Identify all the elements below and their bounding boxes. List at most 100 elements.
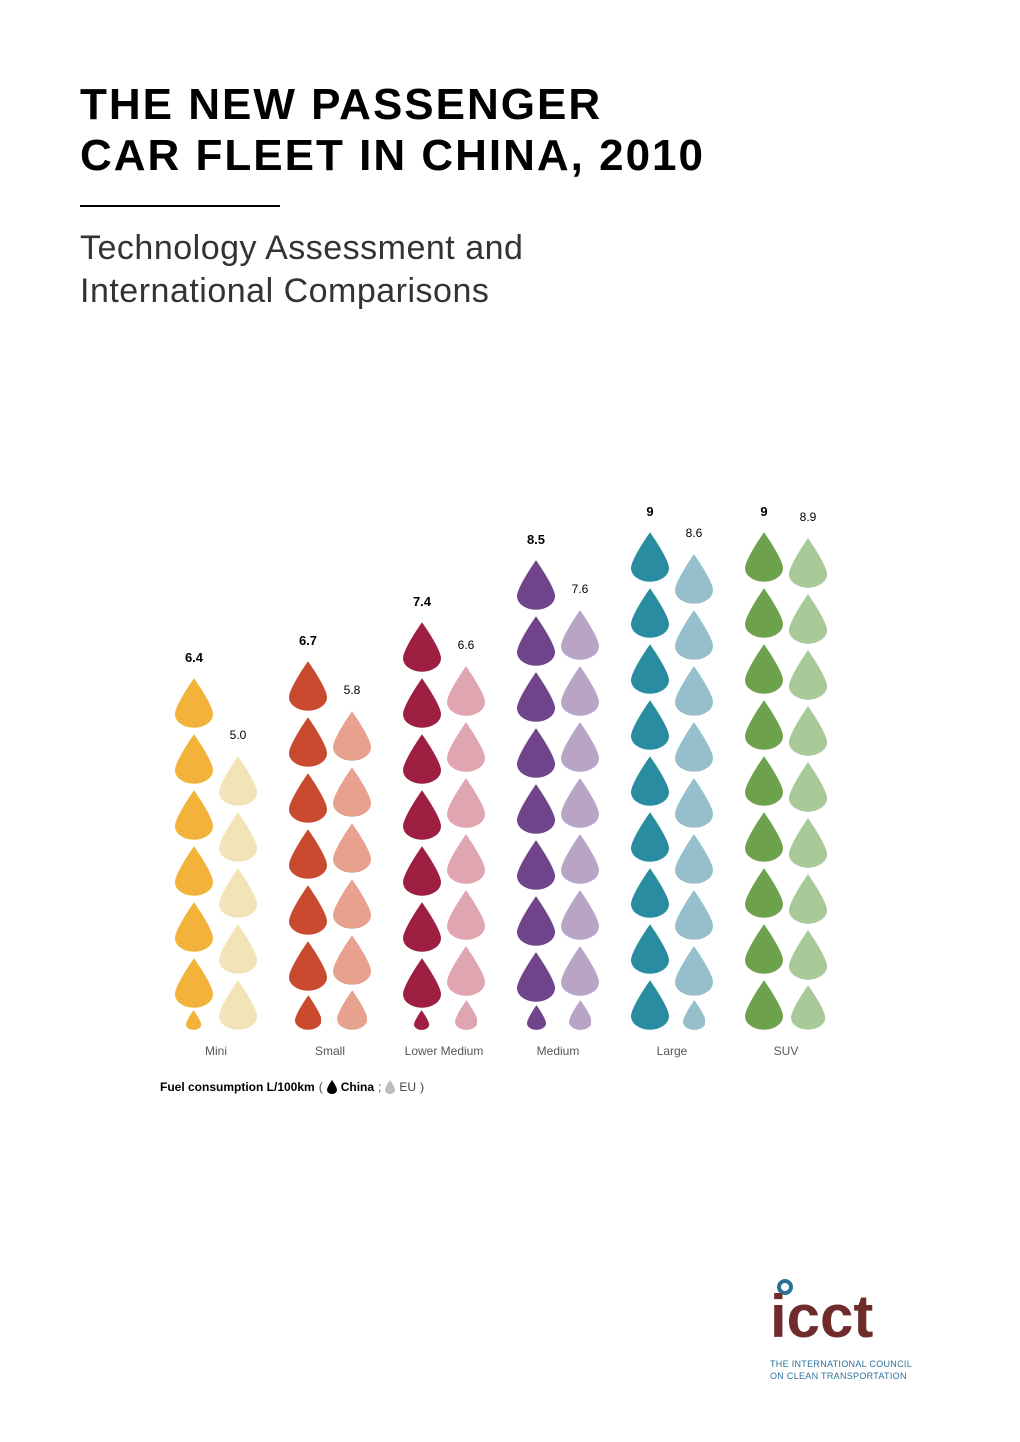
- drop-icon: [403, 622, 441, 672]
- drop-icon: [289, 773, 327, 823]
- drop-icon: [675, 778, 713, 828]
- icct-logo: icct THE INTERNATIONAL COUNCIL ON CLEAN …: [770, 1277, 940, 1382]
- drop-icon: [561, 946, 599, 996]
- legend-paren-open: (: [319, 1080, 323, 1094]
- eu-stack: 6.6: [447, 660, 485, 1030]
- drop-icon: [219, 812, 257, 862]
- chart-column: 7.4 6.6: [388, 616, 500, 1030]
- chart-column: 6.7 5.8: [274, 655, 386, 1030]
- drop-icon: [403, 902, 441, 952]
- drop-icon: [789, 538, 827, 588]
- drop-icon: [219, 924, 257, 974]
- drop-icon: [789, 650, 827, 700]
- category-label: Small: [274, 1044, 386, 1058]
- drop-icon: [527, 1005, 546, 1030]
- drop-icon: [517, 784, 555, 834]
- value-label: 7.4: [413, 594, 431, 609]
- drop-icon: [745, 756, 783, 806]
- drop-icon: [517, 896, 555, 946]
- drop-icon: [561, 722, 599, 772]
- svg-text:icct: icct: [770, 1283, 873, 1347]
- drop-icon: [517, 728, 555, 778]
- drop-icon: [447, 890, 485, 940]
- category-label: Mini: [160, 1044, 272, 1058]
- drop-icon: [186, 1010, 201, 1030]
- drop-icon: [745, 700, 783, 750]
- value-label: 6.4: [185, 650, 203, 665]
- drop-icon: [561, 610, 599, 660]
- drop-icon: [789, 706, 827, 756]
- china-stack: 9: [631, 526, 669, 1030]
- drop-icon: [295, 995, 322, 1030]
- logo-text-line-1: THE INTERNATIONAL COUNCIL: [770, 1359, 912, 1369]
- page-subtitle: Technology Assessment and International …: [80, 227, 940, 312]
- eu-stack: 8.9: [789, 532, 827, 1030]
- category-label: Medium: [502, 1044, 614, 1058]
- drop-icon: [745, 924, 783, 974]
- drop-icon: [675, 946, 713, 996]
- drop-icon: [175, 846, 213, 896]
- value-label: 6.7: [299, 633, 317, 648]
- chart-legend: Fuel consumption L/100km ( China ; EU ): [160, 1080, 424, 1094]
- drop-icon: [631, 868, 669, 918]
- legend-paren-close: ): [420, 1080, 424, 1094]
- drop-icon: [745, 532, 783, 582]
- drop-icon: [175, 678, 213, 728]
- drop-icon: [333, 879, 371, 929]
- chart-column: 9 8.6: [616, 526, 728, 1030]
- drop-icon: [631, 532, 669, 582]
- drop-icon: [631, 644, 669, 694]
- legend-title: Fuel consumption L/100km: [160, 1080, 315, 1094]
- drop-icon: [333, 767, 371, 817]
- chart-column: 6.4 5.0: [160, 672, 272, 1030]
- drop-icon: [789, 594, 827, 644]
- drop-icon: [403, 790, 441, 840]
- drop-icon: [289, 829, 327, 879]
- china-stack: 8.5: [517, 554, 555, 1030]
- category-label: Lower Medium: [388, 1044, 500, 1058]
- drop-icon: [631, 700, 669, 750]
- drop-icon: [517, 840, 555, 890]
- drop-icon: [455, 1000, 478, 1030]
- drop-icon: [289, 885, 327, 935]
- drop-icon: [447, 946, 485, 996]
- chart-column: 9 8.9: [730, 526, 842, 1030]
- value-label: 8.6: [686, 526, 703, 540]
- subtitle-line-2: International Comparisons: [80, 272, 489, 310]
- drop-icon: [447, 722, 485, 772]
- drop-icon: [219, 756, 257, 806]
- drop-icon: [683, 1000, 706, 1030]
- value-label: 8.9: [800, 510, 817, 524]
- drop-icon: [403, 678, 441, 728]
- drop-icon: [517, 616, 555, 666]
- drop-icon: [219, 980, 257, 1030]
- drop-icon: [745, 980, 783, 1030]
- drop-icon: [561, 666, 599, 716]
- value-label: 6.6: [458, 638, 475, 652]
- fuel-consumption-chart: 6.4 5.0: [160, 430, 860, 1030]
- drop-icon: [675, 722, 713, 772]
- title-line-2: CAR FLEET IN CHINA, 2010: [80, 131, 705, 180]
- drop-icon: [561, 890, 599, 940]
- drop-icon: [517, 672, 555, 722]
- china-stack: 7.4: [403, 616, 441, 1030]
- drop-icon: [745, 868, 783, 918]
- drop-icon: [289, 661, 327, 711]
- subtitle-line-1: Technology Assessment and: [80, 229, 523, 267]
- value-label: 7.6: [572, 582, 589, 596]
- drop-icon: [175, 958, 213, 1008]
- drop-icon: [447, 778, 485, 828]
- drop-icon: [789, 874, 827, 924]
- drop-icon: [631, 812, 669, 862]
- drop-icon: [631, 924, 669, 974]
- chart-column: 8.5 7.6: [502, 554, 614, 1030]
- value-label: 8.5: [527, 532, 545, 547]
- china-stack: 6.7: [289, 655, 327, 1030]
- drop-icon: [447, 666, 485, 716]
- drop-icon: [675, 554, 713, 604]
- drop-icon: [289, 941, 327, 991]
- drop-icon: [385, 1080, 395, 1094]
- drop-icon: [517, 560, 555, 610]
- drop-icon: [327, 1080, 337, 1094]
- value-label: 9: [760, 504, 767, 519]
